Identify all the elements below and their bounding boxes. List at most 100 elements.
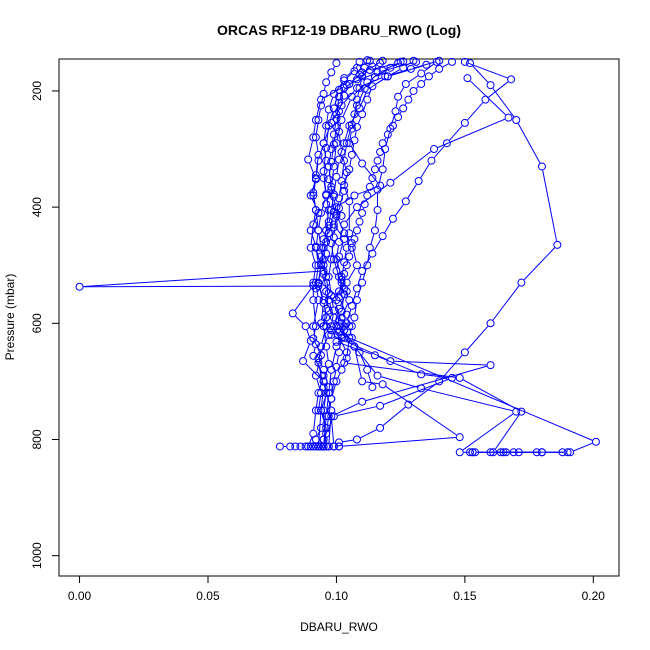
series-segment [442,63,449,68]
series-segment [336,356,339,364]
series-segment [384,137,387,141]
data-point [319,174,328,183]
series-segment [337,338,341,344]
series-segment [333,180,337,191]
series-segment [327,75,330,79]
data-point [409,56,418,65]
data-point [311,174,320,183]
data-point [311,406,320,415]
series-segment [339,99,344,108]
data-point [383,130,392,139]
data-point [376,401,385,410]
series-segment [391,65,423,76]
series-segment [326,420,329,430]
series-segment [431,70,437,75]
series-segment [462,413,514,451]
series-segment [319,286,323,297]
data-point [332,337,341,346]
data-point [322,304,331,313]
data-point [340,156,349,165]
data-point [335,442,343,451]
data-point [311,435,320,444]
series-segment [423,78,427,82]
data-point [332,172,341,181]
data-point [309,133,318,142]
series-segment [317,431,320,437]
data-point [435,64,444,73]
series-segment [323,269,327,279]
series-segment [315,234,319,244]
chart-title: ORCAS RF12-19 DBARU_RWO (Log) [217,22,461,38]
series-segment [344,251,347,259]
data-point [373,371,382,380]
data-point [311,261,320,270]
series-segment [344,173,349,182]
series-segment [336,260,339,268]
series-segment [336,218,340,222]
data-point [311,171,320,180]
series-segment [492,285,520,321]
data-point [386,357,395,366]
data-point [329,223,338,232]
data-point [332,110,341,119]
data-point [355,57,364,66]
data-point [332,114,341,123]
series-segment [326,396,329,413]
series-segment [354,303,357,314]
series-segment [316,103,321,117]
data-point [399,63,408,72]
data-point [435,377,444,386]
series-segment [318,396,321,407]
series-segment [424,388,513,412]
series-segment [408,75,419,83]
series-segment [295,315,304,324]
data-point [363,365,372,374]
data-point [496,448,505,457]
series-segment [357,91,360,96]
series-segment [334,122,337,131]
data-point [340,235,349,244]
series-segment [467,102,484,121]
data-point [327,365,336,374]
data-point [322,200,331,209]
data-point [394,59,403,68]
data-point [342,354,351,363]
data-point [383,72,392,81]
series-segment [353,341,359,350]
data-point [311,371,320,380]
data-point [553,240,562,249]
series-segment [83,285,315,288]
series-segment [319,338,328,355]
data-point [337,333,346,342]
data-point [468,448,477,457]
series-segment [323,420,327,443]
data-point [332,255,341,264]
data-point [537,162,546,171]
data-point [427,156,436,165]
series-segment [360,77,382,87]
data-point [319,442,328,451]
data-point [360,63,369,72]
series-segment [323,312,327,323]
series-segment [378,356,418,374]
data-point [288,309,297,318]
series-segment [394,360,487,366]
series-segment [329,112,334,123]
data-point [329,313,338,322]
data-point [314,442,323,451]
data-point [286,442,295,451]
series-segment [336,118,339,128]
series-segment [409,94,412,97]
data-point [309,220,318,229]
series-14 [311,57,441,444]
series-segment [315,141,319,151]
data-point [563,448,572,457]
series-segment [342,436,456,447]
data-point [304,442,313,451]
series-segment [318,109,321,117]
data-point [311,206,320,215]
series-segment [329,97,334,106]
data-point [335,304,343,313]
data-point [352,261,361,270]
